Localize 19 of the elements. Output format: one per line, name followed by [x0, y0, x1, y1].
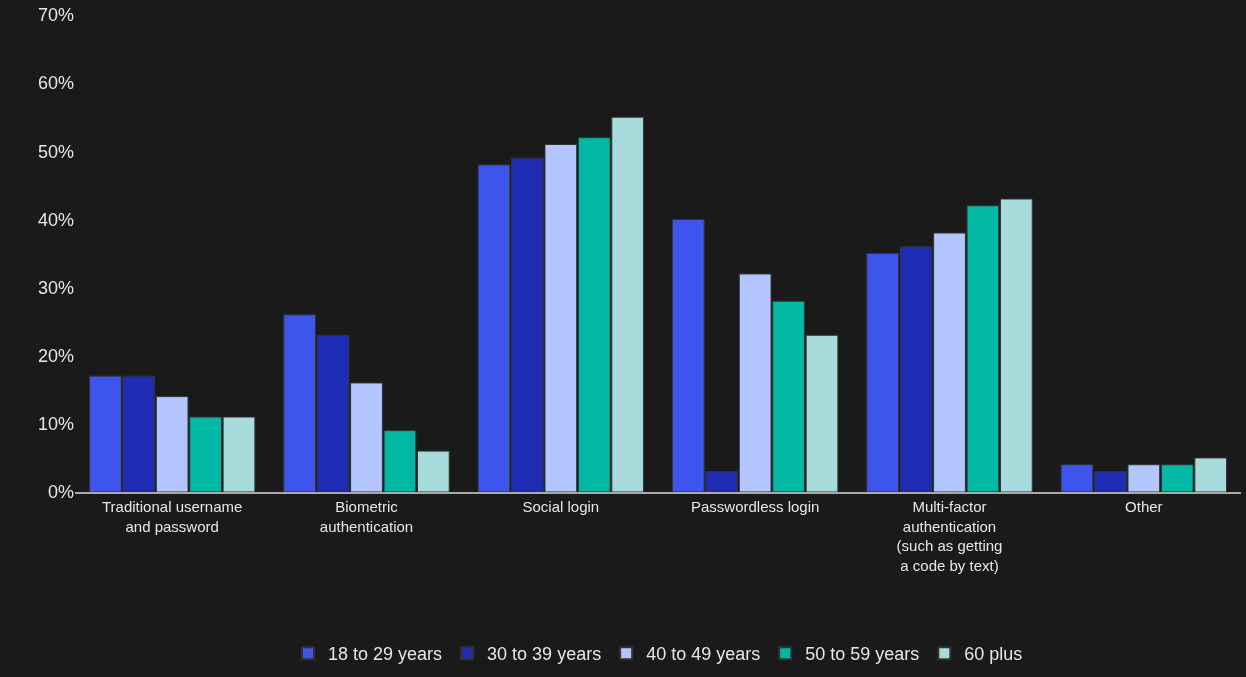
- y-tick-label: 10%: [37, 414, 74, 435]
- x-tick-label: Traditional username and password: [101, 498, 243, 535]
- x-tick-label: Other: [1125, 498, 1163, 515]
- y-tick-label: 70%: [37, 5, 74, 26]
- y-tick-label: 40%: [37, 209, 74, 230]
- x-tick-label: Social login: [522, 498, 600, 515]
- legend-label: 40 to 49 years: [646, 644, 761, 665]
- y-tick-label: 0%: [47, 482, 74, 503]
- legend-label: 50 to 59 years: [805, 644, 920, 665]
- x-tick-label: Multi-factor authentication (such as getting a code by text): [896, 498, 1003, 574]
- y-tick-label: 30%: [37, 277, 74, 298]
- y-tick-label: 50%: [37, 141, 74, 162]
- x-tick-label: Biometric authentication: [319, 498, 414, 535]
- legend-label: 18 to 29 years: [328, 644, 443, 665]
- legend-label: 60 plus: [964, 644, 1023, 665]
- legend-label: 30 to 39 years: [487, 644, 602, 665]
- y-tick-label: 60%: [37, 73, 74, 94]
- x-tick-label: Passwordless login: [690, 498, 820, 515]
- y-tick-label: 20%: [37, 346, 74, 367]
